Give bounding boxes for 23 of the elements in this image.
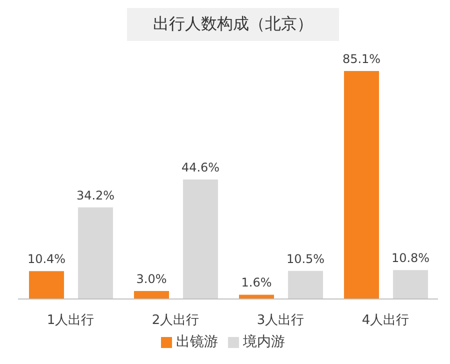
bar	[78, 207, 113, 299]
data-label: 3.0%	[136, 272, 167, 286]
chart-title: 出行人数构成（北京）	[127, 8, 339, 41]
data-label: 1.6%	[241, 276, 272, 290]
data-label: 44.6%	[181, 160, 220, 175]
data-label: 10.4%	[27, 252, 66, 266]
bar	[183, 180, 218, 299]
bar	[134, 290, 169, 299]
x-tick-label: 1人出行	[46, 313, 94, 328]
data-label: 85.1%	[342, 52, 381, 66]
legend-label: 出镜游	[176, 334, 218, 350]
bar	[29, 271, 64, 299]
x-tick-label: 3人出行	[256, 313, 304, 328]
data-label: 10.8%	[391, 251, 430, 266]
bar	[288, 270, 323, 299]
data-label: 34.2%	[76, 188, 115, 202]
data-label: 10.5%	[286, 252, 325, 266]
bar	[344, 71, 379, 299]
x-tick-label: 4人出行	[362, 313, 410, 328]
x-tick-label: 2人出行	[152, 313, 200, 328]
legend-label: 境内游	[243, 334, 285, 350]
bar	[239, 294, 274, 299]
bar	[393, 270, 428, 299]
